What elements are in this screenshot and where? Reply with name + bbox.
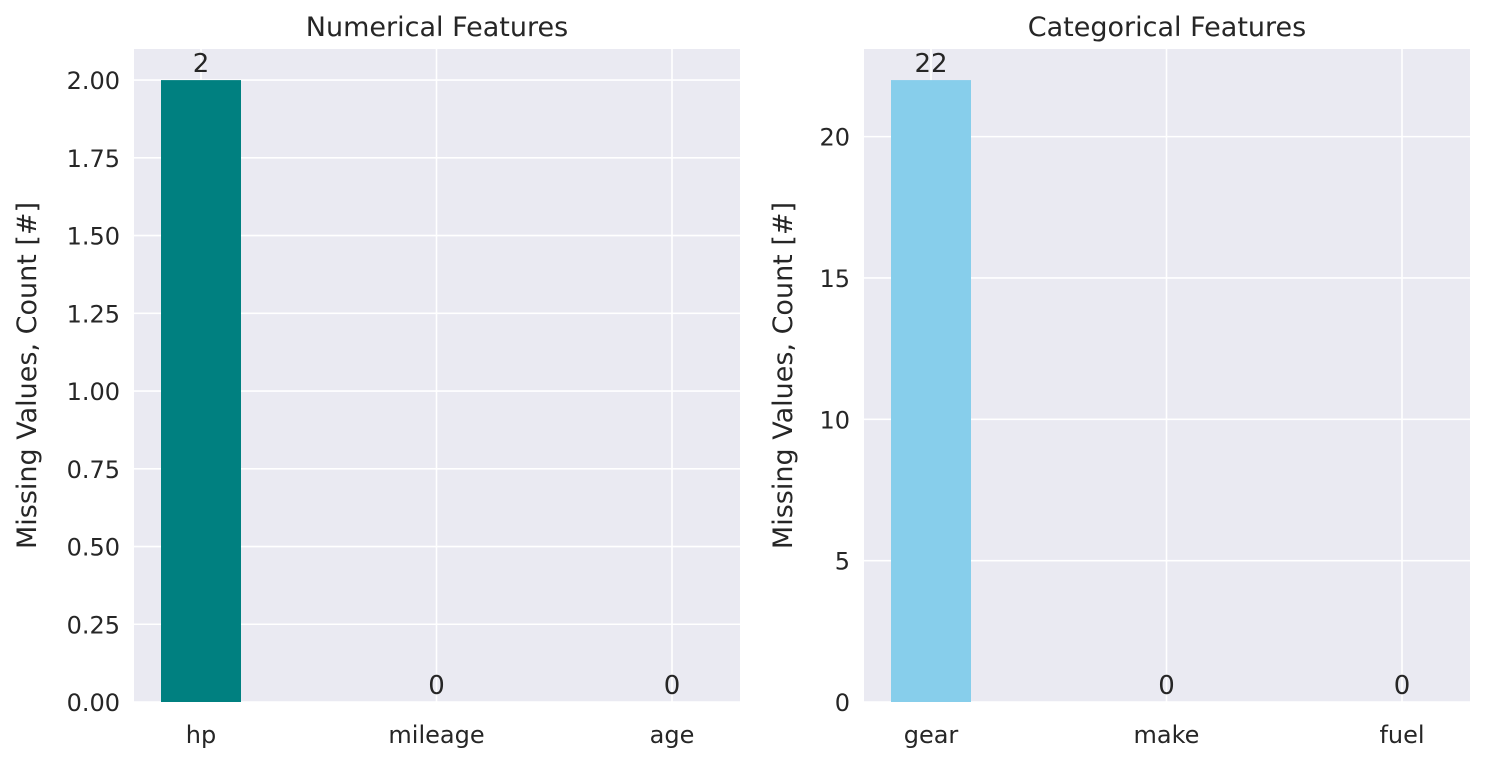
bar-hp <box>161 80 241 703</box>
y-tick-label: 0.00 <box>67 689 120 717</box>
y-tick-label: 0.50 <box>67 534 120 562</box>
data-label: 2 <box>193 49 210 79</box>
y-tick-label: 10 <box>819 406 850 434</box>
categorical-features-panel: 0 5 10 15 20 22 gear 0 make 0 fuel Categorical Feat… <box>768 12 1470 749</box>
y-tick-label: 1.75 <box>67 145 120 173</box>
y-tick-label: 1.50 <box>67 223 120 251</box>
x-tick-label: hp <box>186 721 216 749</box>
y-tick-label: 20 <box>819 124 850 152</box>
y-tick-label: 0.75 <box>67 456 120 484</box>
data-label: 0 <box>1394 671 1411 701</box>
data-label: 0 <box>428 671 445 701</box>
y-tick-label: 0.25 <box>67 611 120 639</box>
x-tick-label: gear <box>904 721 959 749</box>
data-label: 22 <box>914 49 947 79</box>
y-tick-label: 2.00 <box>67 67 120 95</box>
y-tick-label: 1.00 <box>67 378 120 406</box>
data-label: 0 <box>1158 671 1175 701</box>
chart-title: Numerical Features <box>306 12 568 43</box>
x-tick-label: fuel <box>1379 721 1424 749</box>
chart-title: Categorical Features <box>1028 12 1306 43</box>
y-tick-label: 0 <box>835 689 850 717</box>
numerical-features-panel: 0.00 0.25 0.50 0.75 1.00 1.25 1.50 1.75 2.00 2 hp 0… <box>12 12 740 749</box>
x-tick-label: make <box>1134 721 1200 749</box>
x-tick-label: age <box>650 721 695 749</box>
y-tick-label: 15 <box>819 265 850 293</box>
data-label: 0 <box>664 671 681 701</box>
y-tick-label: 5 <box>835 548 850 576</box>
y-axis-label: Missing Values, Count [#] <box>12 202 43 549</box>
bar-gear <box>891 80 971 703</box>
y-tick-label: 1.25 <box>67 300 120 328</box>
y-axis-label: Missing Values, Count [#] <box>768 202 799 549</box>
x-tick-label: mileage <box>388 721 484 749</box>
